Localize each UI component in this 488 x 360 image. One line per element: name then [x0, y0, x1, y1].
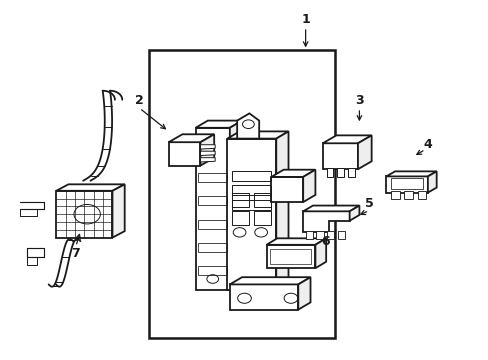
Polygon shape	[427, 171, 436, 193]
Polygon shape	[326, 168, 333, 177]
Bar	[232, 193, 249, 207]
Polygon shape	[326, 231, 334, 239]
Polygon shape	[417, 191, 426, 199]
Bar	[390, 178, 422, 189]
Polygon shape	[404, 191, 412, 199]
Text: 5: 5	[364, 197, 373, 210]
Polygon shape	[271, 177, 303, 202]
Polygon shape	[386, 171, 436, 176]
Bar	[198, 173, 227, 182]
Polygon shape	[168, 142, 200, 166]
Polygon shape	[357, 135, 371, 169]
Polygon shape	[303, 211, 349, 232]
Polygon shape	[271, 170, 315, 177]
Polygon shape	[227, 139, 276, 290]
Polygon shape	[200, 151, 215, 156]
Polygon shape	[303, 206, 359, 211]
Polygon shape	[298, 277, 310, 310]
Text: 2: 2	[135, 94, 143, 107]
Polygon shape	[200, 145, 215, 149]
Polygon shape	[200, 158, 215, 162]
Text: 1: 1	[301, 13, 309, 26]
Polygon shape	[337, 231, 345, 239]
Polygon shape	[390, 191, 399, 199]
Polygon shape	[386, 176, 427, 193]
Polygon shape	[168, 134, 214, 142]
Bar	[149, 50, 334, 338]
Polygon shape	[305, 231, 312, 239]
Bar	[270, 249, 311, 264]
Polygon shape	[266, 245, 315, 268]
Polygon shape	[347, 168, 354, 177]
Polygon shape	[337, 168, 344, 177]
Text: 4: 4	[423, 138, 431, 150]
Text: 3: 3	[354, 94, 363, 107]
Polygon shape	[266, 238, 325, 245]
Polygon shape	[195, 128, 229, 290]
Polygon shape	[200, 134, 214, 166]
Bar	[232, 171, 271, 181]
Polygon shape	[195, 121, 242, 128]
Polygon shape	[303, 170, 315, 202]
Polygon shape	[56, 184, 124, 191]
Bar	[253, 193, 270, 207]
Polygon shape	[237, 113, 259, 139]
Polygon shape	[112, 184, 124, 238]
Polygon shape	[276, 131, 288, 290]
Bar	[253, 211, 270, 225]
Bar	[232, 185, 271, 195]
Polygon shape	[229, 284, 298, 310]
Bar	[198, 243, 227, 252]
Polygon shape	[227, 131, 288, 139]
Bar	[56, 191, 112, 238]
Polygon shape	[229, 277, 310, 284]
Bar	[198, 266, 227, 275]
Bar	[198, 196, 227, 205]
Polygon shape	[229, 121, 242, 290]
Bar	[232, 200, 271, 210]
Polygon shape	[349, 206, 359, 221]
Polygon shape	[316, 231, 323, 239]
Text: 7: 7	[71, 247, 80, 260]
Bar	[232, 211, 249, 225]
Polygon shape	[315, 238, 325, 268]
Polygon shape	[322, 143, 357, 169]
Text: 6: 6	[320, 235, 329, 248]
Polygon shape	[322, 135, 371, 143]
Bar	[198, 220, 227, 229]
